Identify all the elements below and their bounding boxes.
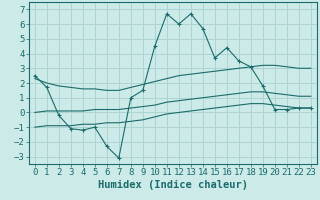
X-axis label: Humidex (Indice chaleur): Humidex (Indice chaleur): [98, 180, 248, 190]
